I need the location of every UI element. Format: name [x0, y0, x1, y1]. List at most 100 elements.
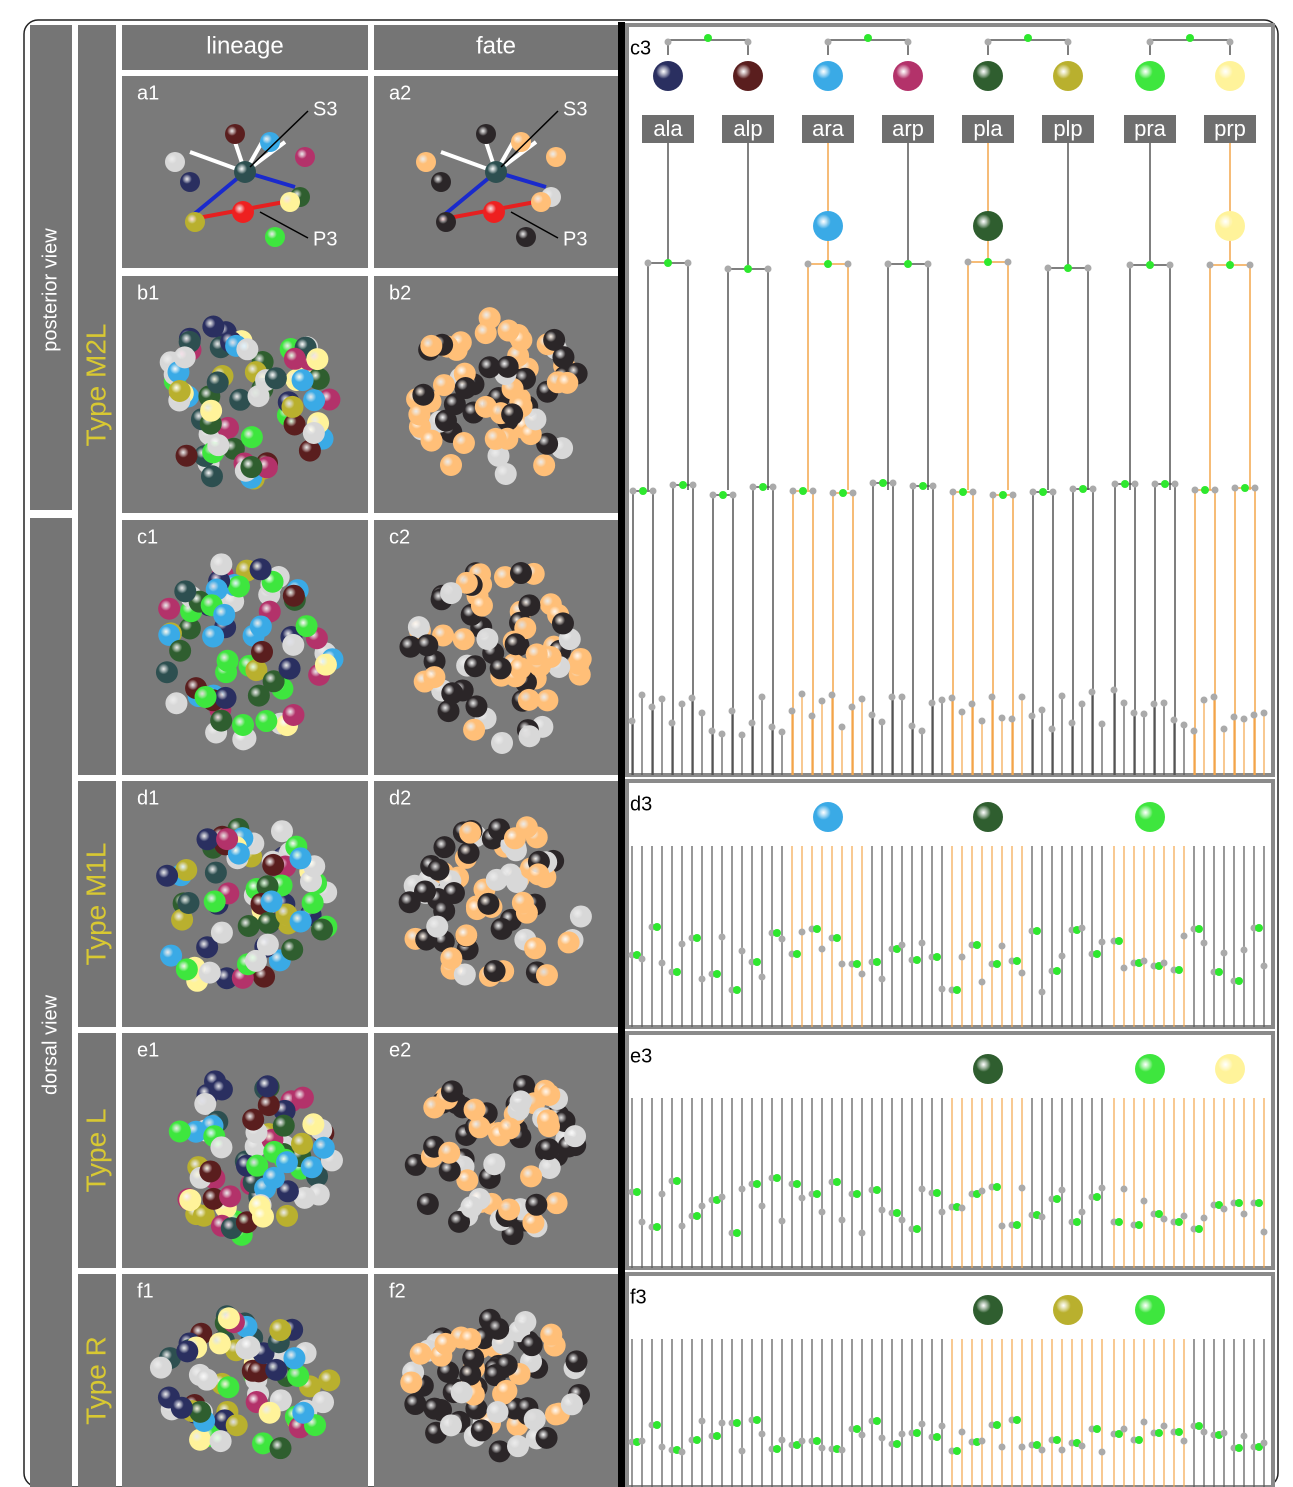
node	[773, 929, 781, 937]
sphere	[524, 937, 546, 959]
node	[1115, 1218, 1123, 1226]
sphere	[156, 865, 178, 887]
node	[810, 488, 817, 495]
sphere	[179, 1189, 201, 1211]
node	[1221, 950, 1228, 957]
sphere	[276, 1205, 298, 1227]
node	[919, 1186, 926, 1193]
sphere	[484, 960, 506, 982]
node	[699, 710, 706, 717]
sphere	[1135, 61, 1165, 91]
sphere	[1215, 211, 1245, 241]
node	[704, 34, 712, 42]
sphere	[475, 322, 497, 344]
tree-label: c3	[630, 37, 651, 59]
sphere	[426, 916, 448, 938]
sphere	[416, 152, 436, 172]
sphere	[257, 1075, 279, 1097]
node	[773, 1445, 781, 1453]
node	[1212, 487, 1219, 494]
node	[665, 39, 672, 46]
sphere	[441, 682, 463, 704]
sphere	[471, 595, 493, 617]
node	[693, 1212, 701, 1220]
node	[919, 482, 927, 490]
node	[1261, 1229, 1268, 1236]
node	[1059, 1447, 1066, 1454]
sphere	[210, 1430, 232, 1452]
node	[950, 489, 957, 496]
sphere	[1215, 1054, 1245, 1084]
node	[779, 1218, 786, 1225]
node	[879, 1435, 886, 1442]
sphere	[165, 152, 185, 172]
node	[899, 942, 906, 949]
node	[1241, 484, 1249, 492]
node	[690, 482, 697, 489]
sphere	[485, 428, 507, 450]
sphere	[538, 1138, 560, 1160]
sphere	[440, 947, 462, 969]
panel-label: d1	[137, 787, 159, 809]
node	[953, 1447, 961, 1455]
column-title: fate	[476, 32, 516, 59]
node	[1191, 728, 1198, 735]
node	[1201, 697, 1208, 704]
node	[913, 1225, 921, 1233]
node	[839, 724, 846, 731]
node	[699, 1203, 706, 1210]
node	[1039, 1214, 1046, 1221]
figure: posterior viewdorsal viewType M2LType M1…	[0, 0, 1293, 1487]
node	[839, 961, 846, 968]
node	[1039, 989, 1046, 996]
sphere	[185, 212, 205, 232]
node	[1073, 1218, 1081, 1226]
sphere	[311, 919, 333, 941]
node	[873, 958, 881, 966]
node	[1252, 485, 1259, 492]
node	[653, 923, 661, 931]
sphere	[653, 61, 683, 91]
sphere	[199, 1160, 221, 1182]
sphere	[476, 124, 496, 144]
panel-label: b2	[389, 282, 411, 304]
node	[993, 1183, 1001, 1191]
sphere	[410, 1343, 432, 1365]
annotation: P3	[563, 228, 587, 250]
node	[1053, 1436, 1061, 1444]
node	[869, 712, 876, 719]
sphere	[558, 931, 580, 953]
node	[850, 490, 857, 497]
node	[799, 691, 806, 698]
sphere	[813, 802, 843, 832]
node	[699, 976, 706, 983]
node	[739, 948, 746, 955]
node	[1261, 963, 1268, 970]
panel-label: d2	[389, 787, 411, 809]
sphere	[202, 316, 224, 338]
node	[745, 39, 752, 46]
tree-label: e3	[630, 1045, 652, 1067]
sphere	[273, 1115, 295, 1137]
node	[669, 720, 676, 727]
node	[930, 483, 937, 490]
panel-label: e1	[137, 1039, 159, 1061]
cell-label: arp	[892, 116, 924, 141]
node	[859, 696, 866, 703]
node	[789, 708, 796, 715]
sphere	[289, 847, 311, 869]
sphere	[296, 615, 318, 637]
node	[825, 39, 832, 46]
sphere	[536, 964, 558, 986]
node	[1030, 489, 1037, 496]
node	[1171, 717, 1178, 724]
image-panel	[122, 781, 368, 1027]
node	[999, 491, 1007, 499]
cell-label: pla	[973, 116, 1003, 141]
node	[1079, 925, 1086, 932]
node	[799, 1195, 806, 1202]
view-label: dorsal view	[39, 994, 61, 1095]
node	[1121, 480, 1129, 488]
annotation: S3	[313, 98, 337, 120]
sphere	[524, 1408, 546, 1430]
